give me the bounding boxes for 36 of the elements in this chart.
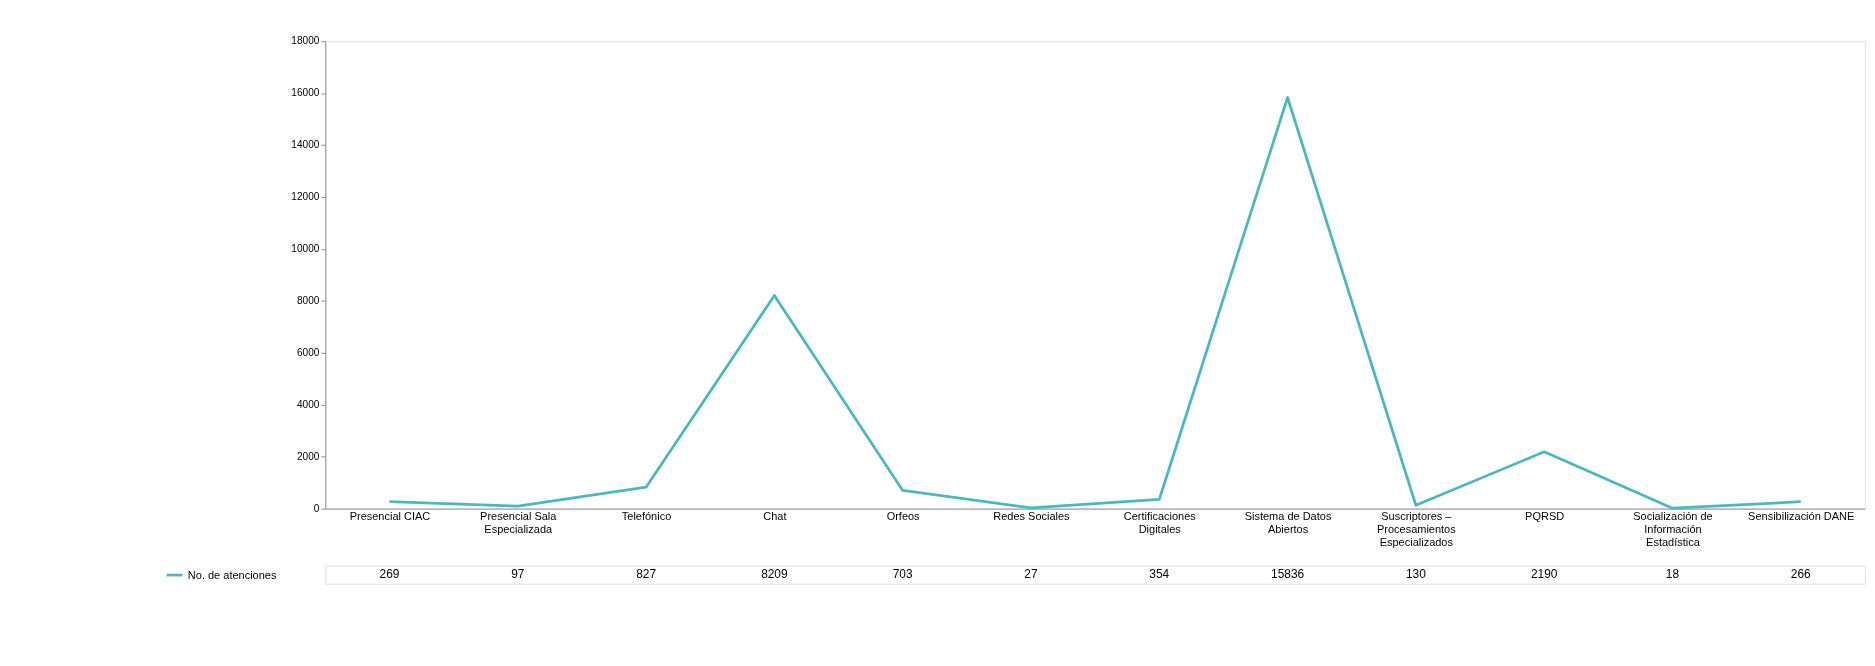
y-tick-label: 6000 (296, 347, 320, 359)
data-label: 18 (1665, 567, 1680, 582)
data-label: 130 (1405, 567, 1427, 582)
x-tick-label: PQRSD (1525, 510, 1565, 523)
x-tick-label: Redes Sociales (993, 510, 1071, 523)
data-label: 8209 (761, 567, 788, 582)
x-tick-label: Presencial Sala Especializada (480, 510, 558, 535)
data-label: 15836 (1271, 567, 1305, 582)
y-tick-label: 0 (313, 502, 320, 514)
y-tick-label: 16000 (291, 87, 320, 99)
y-tick-label: 12000 (291, 191, 320, 203)
x-tick-label: Orfeos (886, 510, 921, 523)
x-tick-label: Socialización de Información Estadística (1633, 510, 1713, 548)
y-tick-label: 2000 (296, 450, 320, 462)
data-label: 827 (636, 567, 657, 582)
data-label: 2190 (1530, 567, 1558, 582)
line-series (388, 96, 1803, 510)
x-tick-label: Telefónico (621, 510, 672, 523)
legend-label: No. de atenciones (187, 568, 277, 581)
y-tick-label: 14000 (291, 139, 320, 151)
data-label: 266 (1790, 567, 1812, 582)
x-tick-label: Chat (763, 510, 787, 523)
y-tick-label: 10000 (291, 243, 320, 255)
y-tick-label: 4000 (296, 399, 320, 410)
y-tick-label: 18000 (291, 35, 320, 47)
x-tick-label: Sensibilización DANE (1748, 510, 1855, 523)
data-label: 97 (511, 567, 525, 582)
x-tick-label: Certificaciones Digitales (1123, 510, 1197, 535)
x-tick-label: Sistema de Datos Abiertos (1244, 510, 1332, 535)
data-label: 27 (1024, 567, 1038, 582)
data-label: 269 (379, 567, 400, 582)
x-tick-label: Suscriptores – Procesamientos Especializados (1376, 510, 1457, 548)
data-label: 354 (1149, 567, 1170, 582)
x-tick-label: Presencial CIAC (349, 510, 431, 523)
data-label: 703 (892, 567, 913, 582)
y-tick-label: 8000 (296, 295, 320, 307)
